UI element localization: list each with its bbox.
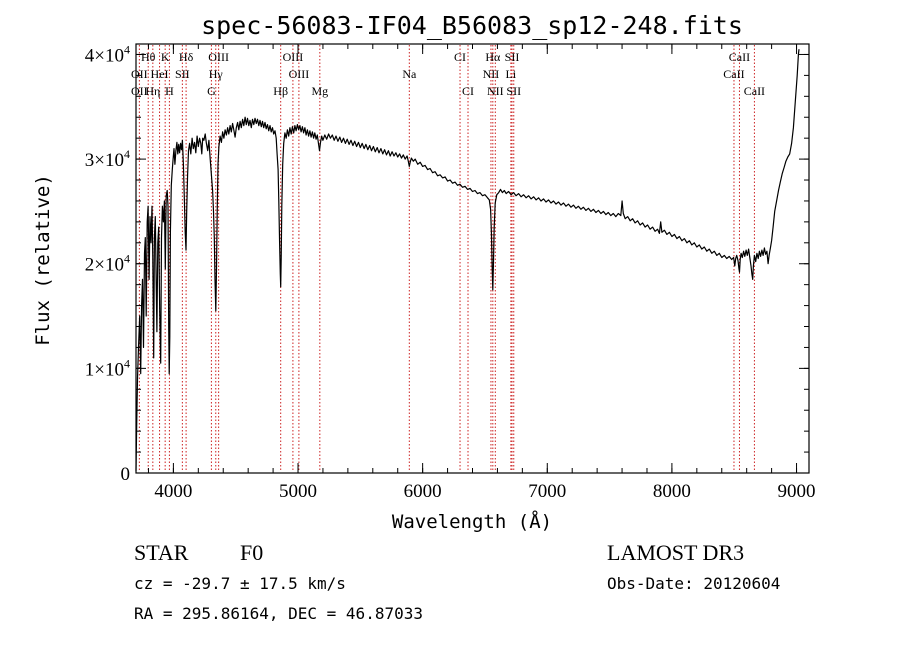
spectral-line-label: G (207, 84, 216, 98)
spectral-line-label: Hθ (141, 50, 156, 64)
plot-frame (135, 43, 810, 474)
spectral-line-label: CaII (729, 50, 750, 64)
redshift-text: cz = -29.7 ± 17.5 km/s (134, 574, 346, 593)
spectral-line-label: Na (402, 67, 417, 81)
spectral-line-label: CaII (744, 84, 765, 98)
x-axis-label: Wavelength (Å) (392, 510, 552, 533)
spectral-line-label: OIII (289, 67, 310, 81)
x-axis-ticks: 4000 5000 6000 7000 8000 9000 (147, 44, 816, 502)
y-tick-label: 2×104 (85, 252, 130, 276)
y-tick-label: 3×104 (85, 147, 130, 171)
spectrum-line (135, 49, 800, 471)
spectral-line-label: NII (483, 67, 500, 81)
spectral-line-label: Mg (311, 84, 328, 98)
x-tick-label: 6000 (404, 481, 442, 502)
y-tick-label: 1×104 (85, 356, 130, 380)
spectral-line-label: CI (462, 84, 474, 98)
spectral-line-label: SII (506, 84, 521, 98)
spectral-line-label: Li (506, 67, 517, 81)
survey-name: LAMOST DR3 (607, 540, 744, 565)
x-tick-label: 7000 (528, 481, 566, 502)
object-subclass: F0 (240, 540, 263, 565)
spectral-line-label: Hη (145, 84, 160, 98)
plot-area: 4000 5000 6000 7000 8000 9000 0 1×104 2×104 3×10… (85, 42, 816, 502)
y-tick-label: 4×104 (85, 42, 130, 66)
spectral-line-label: SII (175, 67, 190, 81)
spectral-line-label: K (161, 50, 170, 64)
spectral-line-label: OII (131, 67, 148, 81)
spectral-line-label: Hβ (273, 84, 288, 98)
coordinates-text: RA = 295.86164, DEC = 46.87033 (134, 604, 423, 623)
x-tick-label: 9000 (778, 481, 816, 502)
spectral-line-label: Hα (485, 50, 501, 64)
x-tick-label: 4000 (154, 481, 192, 502)
y-axis-label: Flux (relative) (32, 174, 54, 346)
x-tick-label: 8000 (653, 481, 691, 502)
obs-date: Obs-Date: 20120604 (607, 574, 780, 593)
spectral-line-label: CI (454, 50, 466, 64)
object-class: STAR (134, 540, 189, 565)
y-tick-label: 0 (121, 464, 131, 485)
spectral-line-label: CaII (723, 67, 744, 81)
spectral-line-markers (138, 45, 755, 472)
x-tick-label: 5000 (279, 481, 317, 502)
spectral-line-label: H (165, 84, 174, 98)
spectral-line-label: Hγ (209, 67, 224, 81)
chart-title: spec-56083-IF04_B56083_sp12-248.fits (201, 11, 743, 40)
y-axis-ticks: 0 1×104 2×104 3×104 4×104 (85, 42, 809, 485)
spectral-line-label: OIII (208, 50, 229, 64)
spectral-line-label: HeI (151, 67, 169, 81)
spectral-line-label: NII (487, 84, 504, 98)
spectral-line-label: Hδ (179, 50, 194, 64)
spectral-line-label: OII (131, 84, 148, 98)
spectral-line-labels: Hθ K Hδ OIII OIII CI Hα SII CaII OII HeI SII Hγ OIII N… (131, 50, 765, 98)
spectral-line-label: OIII (283, 50, 304, 64)
spectral-line-label: SII (505, 50, 520, 64)
